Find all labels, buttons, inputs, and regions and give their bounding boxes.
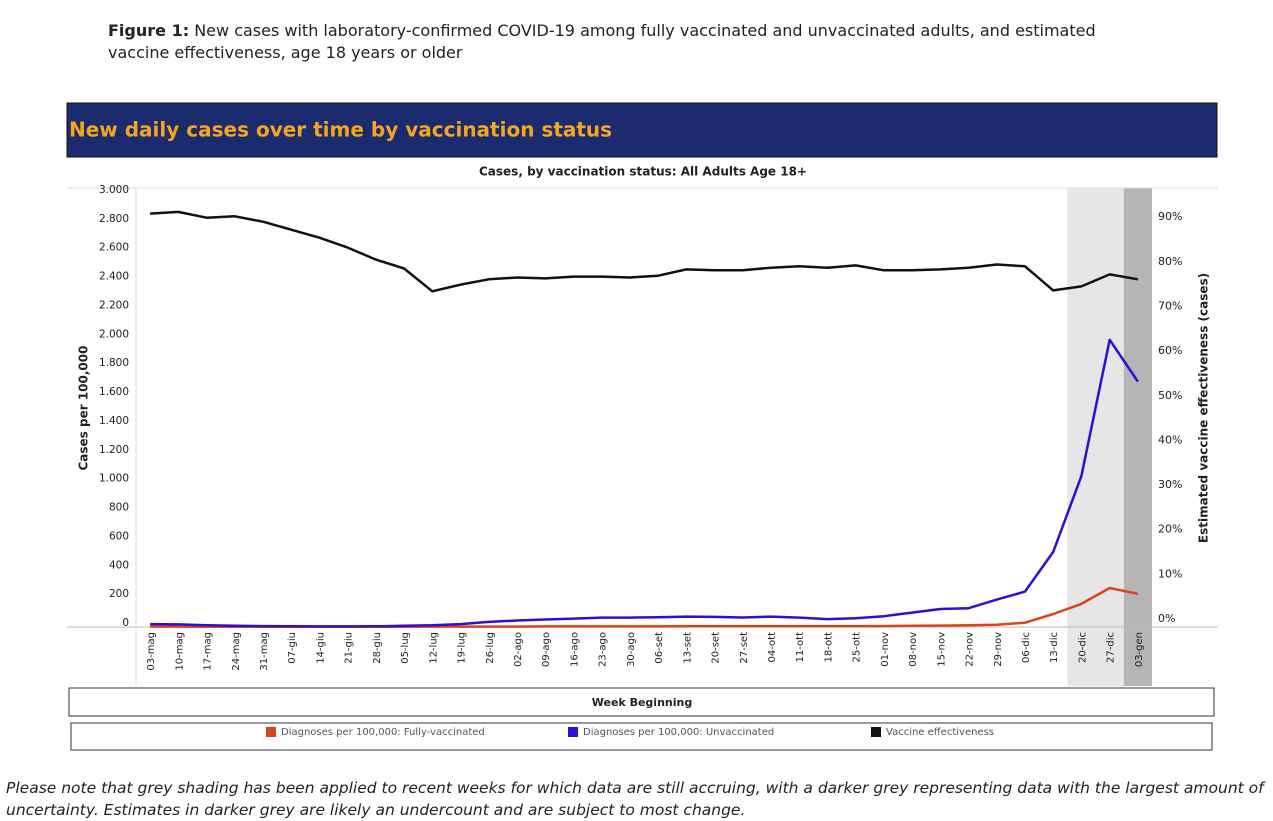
caption-text: New cases with laboratory-confirmed COVI…	[108, 21, 1096, 62]
x-tick-label: 02-ago	[513, 632, 524, 667]
y-tick-label: 1.200	[99, 444, 129, 456]
series-line	[150, 210, 1139, 293]
x-tick-label: 22-nov	[965, 632, 976, 667]
shaded-region	[1067, 188, 1124, 686]
x-tick-label: 13-dic	[1049, 632, 1060, 663]
y2-tick-label: 30%	[1158, 478, 1182, 491]
title-banner	[66, 102, 1218, 158]
x-tick-label: 16-ago	[569, 632, 580, 667]
x-tick-label: 04-ott	[767, 632, 778, 663]
x-tick-label: 10-mag	[174, 632, 185, 671]
x-tick-label: 20-dic	[1077, 632, 1088, 663]
y-tick-label: 0	[122, 617, 129, 629]
y2-tick-label: 0%	[1158, 612, 1175, 625]
y-tick-label: 2.200	[99, 299, 129, 311]
x-tick-label: 29-nov	[993, 632, 1004, 667]
y2-tick-label: 80%	[1158, 255, 1182, 268]
x-tick-label: 30-ago	[626, 632, 637, 667]
x-tick-label: 21-giu	[344, 632, 355, 664]
y-tick-label: 1.600	[99, 386, 129, 398]
x-tick-label: 14-giu	[315, 632, 326, 664]
y-tick-label: 1.000	[99, 473, 129, 485]
x-tick-label: 03-gen	[1134, 632, 1145, 667]
x-tick-label: 08-nov	[908, 632, 919, 667]
y-tick-label: 2.400	[99, 271, 129, 283]
x-tick-label: 06-dic	[1021, 632, 1032, 663]
legend-swatch	[568, 727, 578, 737]
legend-swatch	[266, 727, 276, 737]
x-tick-label: 01-nov	[880, 632, 891, 667]
y2-tick-label: 90%	[1158, 210, 1182, 223]
shaded-region	[1123, 188, 1152, 686]
y2-tick-label: 50%	[1158, 389, 1182, 402]
x-tick-label: 12-lug	[428, 632, 439, 664]
x-tick-label: 23-ago	[598, 632, 609, 667]
x-tick-label: 17-mag	[203, 632, 214, 671]
series-line	[150, 338, 1139, 628]
x-tick-label: 27-dic	[1106, 632, 1117, 663]
x-tick-label: 18-ott	[823, 632, 834, 663]
figure-caption: Figure 1: New cases with laboratory-conf…	[108, 20, 1148, 64]
chart: New daily cases over time by vaccination…	[66, 102, 1218, 751]
x-tick-label: 25-ott	[852, 632, 863, 663]
y-tick-label: 200	[109, 588, 129, 600]
legend-label: Diagnoses per 100,000: Fully-vaccinated	[281, 727, 485, 738]
series-line	[150, 586, 1139, 628]
x-tick-label: 31-mag	[259, 632, 270, 671]
x-tick-label: 03-mag	[146, 632, 157, 671]
y-tick-label: 600	[109, 530, 129, 542]
legend-label: Vaccine effectiveness	[886, 727, 994, 738]
x-tick-label: 15-nov	[936, 632, 947, 667]
legend-swatch	[871, 727, 881, 737]
y-tick-label: 400	[109, 559, 129, 571]
x-tick-label: 19-lug	[457, 632, 468, 664]
y2-tick-label: 70%	[1158, 300, 1182, 313]
x-tick-label: 27-set	[739, 632, 750, 664]
y-tick-label: 2.800	[99, 213, 129, 225]
x-tick-label: 28-giu	[372, 632, 383, 664]
y-tick-label: 3.000	[99, 184, 129, 196]
x-tick-label: 09-ago	[541, 632, 552, 667]
y2-tick-label: 10%	[1158, 567, 1182, 580]
caption-label: Figure 1:	[108, 21, 190, 40]
y-tick-label: 2.000	[99, 328, 129, 340]
y-axis-title: Cases per 100,000	[77, 346, 91, 471]
x-tick-label: 26-lug	[485, 632, 496, 664]
x-tick-label: 05-lug	[400, 632, 411, 664]
y-tick-label: 2.600	[99, 242, 129, 254]
y-tick-label: 1.400	[99, 415, 129, 427]
y-tick-label: 1.800	[99, 357, 129, 369]
y2-tick-label: 60%	[1158, 344, 1182, 357]
y2-tick-label: 20%	[1158, 523, 1182, 536]
x-axis-title: Week Beginning	[592, 696, 692, 709]
y2-axis-title: Estimated vaccine effectiveness (cases)	[1197, 273, 1211, 543]
chart-title: New daily cases over time by vaccination…	[69, 118, 612, 142]
y2-tick-label: 40%	[1158, 433, 1182, 446]
x-tick-label: 13-set	[682, 632, 693, 664]
chart-subtitle: Cases, by vaccination status: All Adults…	[479, 165, 807, 179]
x-tick-label: 06-set	[654, 632, 665, 664]
shading-layer	[1067, 188, 1152, 686]
legend-box	[70, 722, 1213, 751]
y-tick-label: 800	[109, 502, 129, 514]
x-tick-label: 11-ott	[795, 632, 806, 663]
x-tick-label: 24-mag	[231, 632, 242, 671]
x-tick-label: 07-giu	[287, 632, 298, 664]
x-tick-label: 20-set	[711, 632, 722, 664]
legend-label: Diagnoses per 100,000: Unvaccinated	[583, 727, 774, 738]
x-title-box	[68, 687, 1215, 717]
footnote: Please note that grey shading has been a…	[6, 779, 1264, 819]
